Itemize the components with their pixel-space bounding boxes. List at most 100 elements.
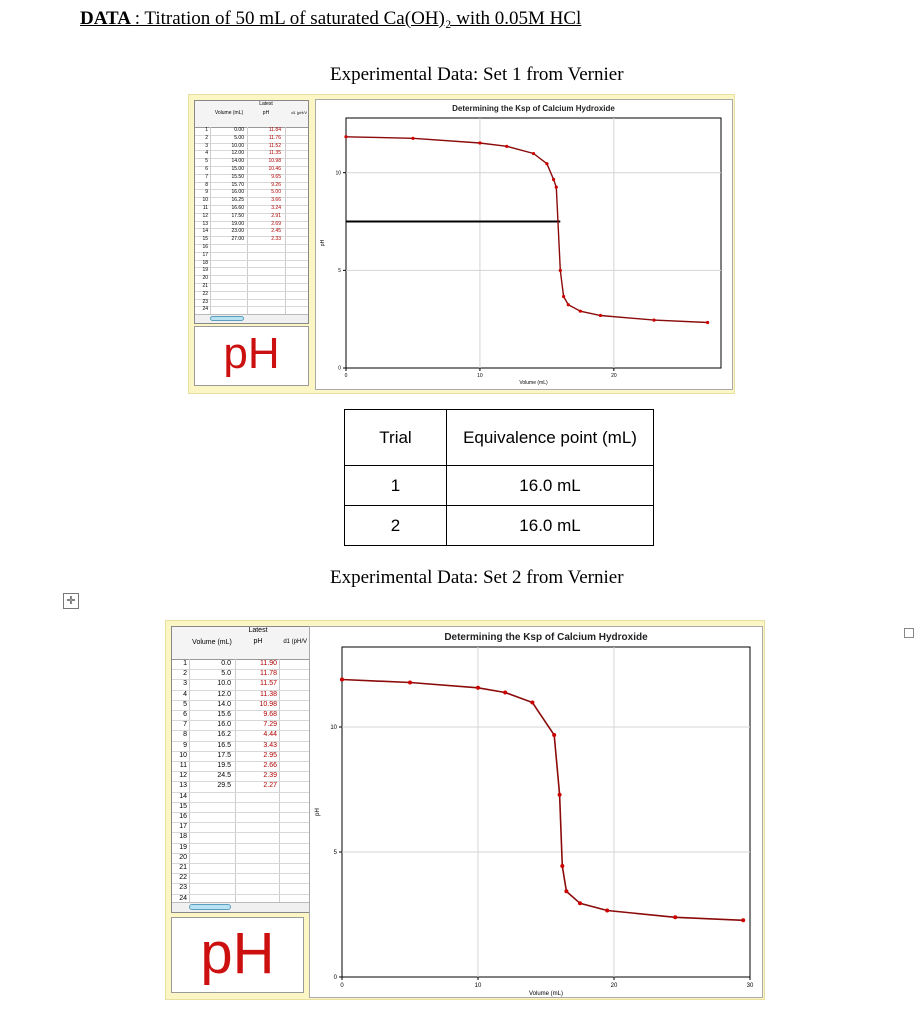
y-tick-label: 10 xyxy=(330,725,337,731)
data-point xyxy=(605,908,610,913)
table-row[interactable]: 9 16.5 3.43 xyxy=(172,741,309,752)
table-scrollbar[interactable] xyxy=(172,902,309,912)
volume-cell: 0.00 xyxy=(234,127,244,133)
table-row[interactable]: 20 xyxy=(195,275,308,284)
ph-cell: 3.43 xyxy=(263,741,277,749)
scrollbar-thumb[interactable] xyxy=(210,316,244,321)
data-point xyxy=(560,864,565,868)
table-row[interactable]: 5 14.00 10.98 xyxy=(195,158,308,167)
column-header-ph: pH xyxy=(262,110,270,117)
table-row[interactable]: 3 10.0 11.57 xyxy=(172,679,309,691)
table-row[interactable]: 11 19.5 2.66 xyxy=(172,761,309,773)
table-row[interactable]: 12 17.50 2.91 xyxy=(195,213,308,222)
row-number: 11 xyxy=(202,205,208,211)
ph-cell: 2.27 xyxy=(263,782,277,790)
data-point xyxy=(552,733,557,737)
volume-cell: 5.0 xyxy=(221,670,231,678)
volume-cell: 16.5 xyxy=(217,741,231,749)
x-axis-label: Volume (mL) xyxy=(519,380,548,386)
data-point xyxy=(478,141,482,145)
table-row[interactable]: 2 5.00 11.76 xyxy=(195,135,308,144)
table-row[interactable]: 14 23.00 2.45 xyxy=(195,228,308,238)
table-group-header: Latest xyxy=(248,627,268,634)
scrollbar-thumb[interactable] xyxy=(189,904,231,910)
data-point xyxy=(505,144,509,148)
row-number: 7 xyxy=(205,173,208,180)
table-row[interactable]: 6 15.00 10.46 xyxy=(195,166,308,175)
table-row[interactable]: 21 xyxy=(172,863,309,875)
table-row[interactable]: 13 29.5 2.27 xyxy=(172,781,309,793)
row-number: 10 xyxy=(202,197,208,204)
table-row[interactable]: 7 15.50 9.65 xyxy=(195,174,308,183)
column-header-d1: d1 (pH/V xyxy=(283,639,307,646)
set2-data-table[interactable]: Latest Volume (mL) pH d1 (pH/V 1 0.0 11.90 2 5.0… xyxy=(171,626,310,913)
volume-cell: 15.70 xyxy=(231,181,244,188)
y-tick-label: 5 xyxy=(338,268,341,274)
row-number: 20 xyxy=(202,275,208,282)
column-divider xyxy=(189,659,190,903)
y-tick-label: 0 xyxy=(338,366,341,372)
table-row[interactable]: 17 xyxy=(195,252,308,261)
table-row[interactable]: 16 xyxy=(195,244,308,253)
table-row[interactable]: 1 0.0 11.90 xyxy=(172,659,309,671)
table-row[interactable]: 18 xyxy=(195,260,308,269)
row-number: 8 xyxy=(205,181,208,188)
table-row[interactable]: 5 14.0 10.98 xyxy=(172,700,309,711)
table-row[interactable]: 2 5.0 11.78 xyxy=(172,669,309,681)
summary-equivalence-cell: 16.0 mL xyxy=(446,465,654,506)
ph-cell: 4.44 xyxy=(263,731,277,739)
table-row[interactable]: 10 17.5 2.95 xyxy=(172,751,309,762)
volume-cell: 17.50 xyxy=(231,212,244,219)
column-divider xyxy=(279,659,280,903)
table-row[interactable]: 8 15.70 9.26 xyxy=(195,182,308,191)
table-row[interactable]: 23 xyxy=(195,299,308,308)
move-arrows-icon[interactable]: ✛ xyxy=(63,593,79,609)
table-row[interactable]: 15 27.00 2.33 xyxy=(195,236,308,245)
row-number: 1 xyxy=(183,660,187,667)
table-row[interactable]: 4 12.00 11.35 xyxy=(195,150,308,160)
data-point xyxy=(531,151,536,156)
data-point xyxy=(562,294,566,299)
row-number: 10 xyxy=(179,751,187,759)
table-header xyxy=(172,627,309,660)
table-row[interactable]: 20 xyxy=(172,853,309,864)
table-row[interactable]: 17 xyxy=(172,822,309,834)
table-row[interactable]: 14 xyxy=(172,792,309,803)
equivalence-summary-table: Trial Equivalence point (mL) 1 16.0 mL 2… xyxy=(344,409,654,546)
data-point xyxy=(545,162,549,166)
row-number: 4 xyxy=(205,150,208,157)
table-row[interactable]: 7 16.0 7.29 xyxy=(172,720,309,732)
data-point xyxy=(557,792,562,797)
table-row[interactable]: 9 16.00 5.00 xyxy=(195,189,308,199)
table-row[interactable]: 6 15.6 9.68 xyxy=(172,710,309,722)
ph-cell: 2.66 xyxy=(263,762,277,769)
table-row[interactable]: 15 xyxy=(172,802,309,813)
table-row[interactable]: 3 10.00 11.52 xyxy=(195,143,308,152)
volume-cell: 10.0 xyxy=(217,680,231,688)
table-row[interactable]: 23 xyxy=(172,883,309,895)
set1-data-table[interactable]: Latest Volume (mL) pH d1 (pH/V 1 0.00 11.84 2 5.… xyxy=(194,100,309,324)
table-row[interactable]: 8 16.2 4.44 xyxy=(172,730,309,742)
table-row[interactable]: 22 xyxy=(195,291,308,300)
summary-row: 1 16.0 mL xyxy=(344,465,654,506)
table-row[interactable]: 16 xyxy=(172,812,309,824)
table-row[interactable]: 13 19.00 2.69 xyxy=(195,221,308,230)
table-row[interactable]: 19 xyxy=(172,843,309,854)
table-row[interactable]: 19 xyxy=(195,267,308,277)
table-row[interactable]: 12 24.5 2.39 xyxy=(172,771,309,783)
table-header xyxy=(195,101,308,128)
table-row[interactable]: 21 xyxy=(195,283,308,292)
table-row[interactable]: 4 12.0 11.38 xyxy=(172,690,309,701)
row-number: 6 xyxy=(183,711,187,718)
table-row[interactable]: 10 16.25 3.66 xyxy=(195,197,308,206)
resize-handle-icon[interactable] xyxy=(904,628,914,638)
row-number: 14 xyxy=(202,228,208,235)
table-row[interactable]: 1 0.00 11.84 xyxy=(195,127,308,136)
table-row[interactable]: 22 xyxy=(172,873,309,885)
table-row[interactable]: 11 16.60 3.24 xyxy=(195,205,308,214)
data-point xyxy=(566,303,570,307)
table-scrollbar[interactable] xyxy=(195,314,308,323)
volume-cell: 16.00 xyxy=(231,189,244,196)
table-group-header: Latest xyxy=(259,101,273,107)
table-row[interactable]: 18 xyxy=(172,832,309,844)
